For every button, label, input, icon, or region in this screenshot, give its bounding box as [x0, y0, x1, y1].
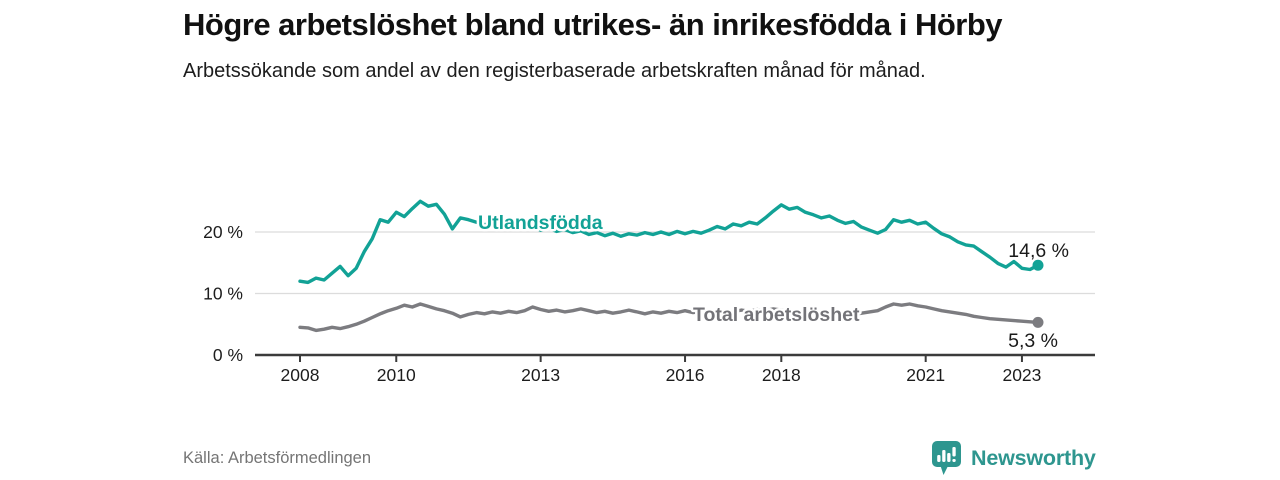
y-axis-label: 10 % [203, 284, 243, 304]
x-axis-label: 2016 [666, 365, 705, 385]
series-label-total: Total arbetslöshet [693, 304, 860, 326]
x-axis-label: 2010 [377, 365, 416, 385]
x-axis-label: 2018 [762, 365, 801, 385]
series-end-dot-utlandsfodda [1032, 259, 1044, 271]
x-axis-label: 2023 [1002, 365, 1041, 385]
bar-chart-speech-bubble-icon [931, 440, 962, 476]
chart-svg: 0 % 10 % 20 % 2008 2010 2013 2016 2018 2021 2023 U… [203, 199, 1095, 385]
page-subtitle: Arbetssökande som andel av den registerb… [183, 60, 926, 83]
series-line-total [298, 302, 1040, 333]
x-axis-label: 2008 [281, 365, 320, 385]
y-axis-label: 20 % [203, 222, 243, 242]
newsworthy-logo: Newsworthy [931, 440, 1096, 476]
series-end-value-utlandsfodda: 14,6 % [1008, 240, 1069, 262]
chart-header: Högre arbetslöshet bland utrikes- än inr… [183, 6, 1073, 86]
series-label-utlandsfodda: Utlandsfödda [478, 212, 603, 234]
page-title: Högre arbetslöshet bland utrikes- än inr… [183, 7, 1003, 42]
x-axis-label: 2013 [521, 365, 560, 385]
x-axis-label: 2021 [906, 365, 945, 385]
logo-wordmark: Newsworthy [971, 445, 1096, 470]
series-end-dot-total [1032, 316, 1044, 328]
source-note: Källa: Arbetsförmedlingen [183, 449, 372, 467]
line-chart: 0 % 10 % 20 % 2008 2010 2013 2016 2018 2021 2023 U… [180, 178, 1110, 392]
series-end-value-total: 5,3 % [1008, 330, 1058, 352]
series-line-utlandsfodda [298, 199, 1040, 285]
y-axis-label: 0 % [213, 345, 243, 365]
